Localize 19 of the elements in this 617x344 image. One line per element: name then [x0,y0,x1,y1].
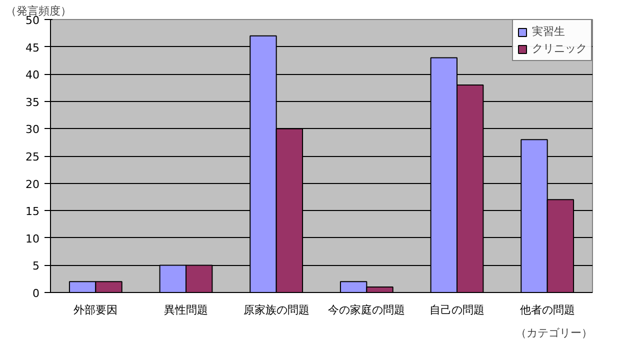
x-tick-label: 異性問題 [164,304,208,316]
y-tick-label: 0 [32,287,40,300]
x-tick-label: 今の家庭の問題 [328,304,406,316]
y-tick-label: 25 [26,150,40,164]
y-tick-label: 35 [26,96,40,109]
y-tick-label: 5 [32,260,40,273]
x-tick-label: 原家族の問題 [243,304,310,316]
legend-label: 実習生 [532,24,565,39]
x-axis-title: （カテゴリー） [516,326,592,340]
y-tick-label: 15 [26,205,40,218]
x-tick-label: 外部要因 [74,304,118,316]
legend-label: クリニック [532,41,587,56]
x-tick-label: 自己の問題 [430,304,484,316]
y-tick-label: 40 [26,68,40,82]
y-tick-label: 10 [26,232,40,246]
y-tick-label: 20 [26,178,40,191]
y-tick-label: 45 [26,41,40,54]
x-tick-label: 他者の問題 [520,304,575,316]
y-tick-label: 30 [26,123,40,136]
